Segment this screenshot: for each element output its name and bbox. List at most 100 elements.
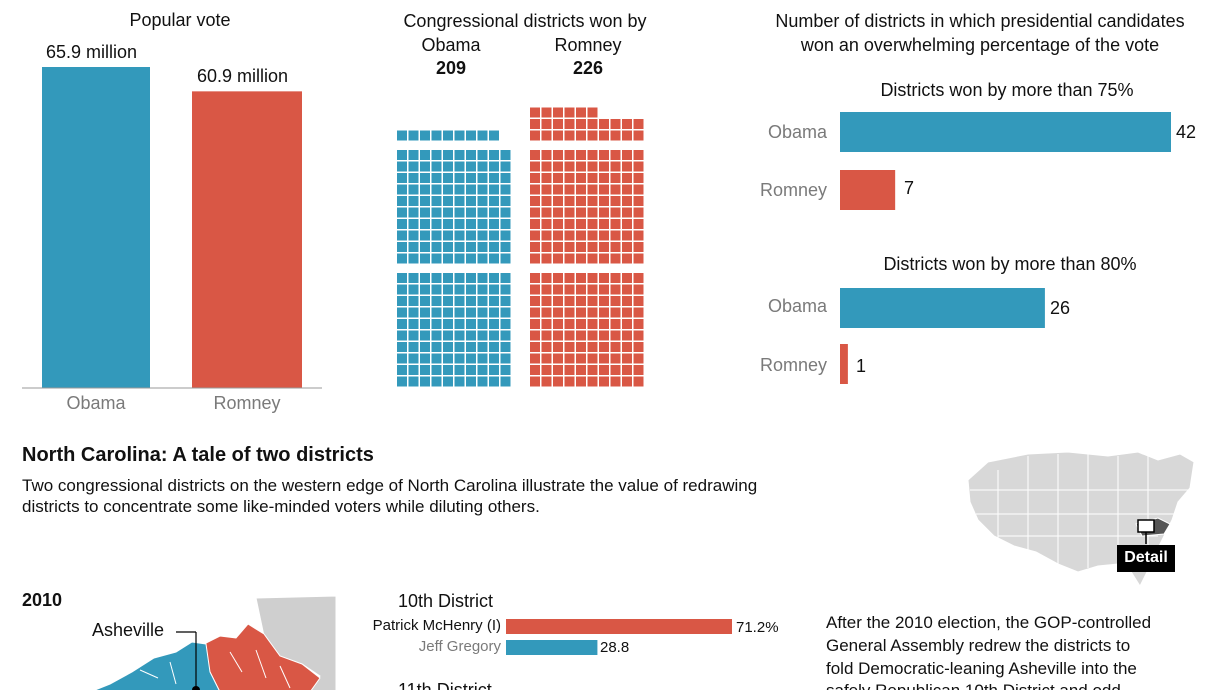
waffle-square — [500, 353, 511, 364]
waffle-square — [553, 296, 563, 306]
waffle-square — [489, 219, 499, 229]
waffle-square — [431, 196, 442, 206]
district10-title: 10th District — [398, 591, 494, 611]
waffle-square — [431, 284, 442, 295]
waffle-square — [541, 184, 552, 195]
waffle-square — [466, 273, 476, 283]
nc-text-line4: safely Republican 10th District and odd — [826, 681, 1121, 690]
waffle-square — [466, 253, 476, 264]
waffle-square — [420, 219, 430, 229]
waffle-square — [610, 230, 621, 241]
waffle-square — [587, 307, 598, 318]
waffle-square — [610, 173, 621, 183]
waffle-square — [397, 219, 407, 229]
waffle-square — [541, 342, 552, 352]
waffle-square — [420, 376, 430, 387]
waffle-square — [633, 296, 644, 306]
waffle-square — [541, 253, 552, 264]
waffle-square — [541, 119, 552, 129]
waffle-square — [610, 307, 621, 318]
waffle-square — [408, 242, 419, 252]
waffle-square — [530, 273, 540, 283]
waffle-square — [397, 230, 407, 241]
waffle-square — [622, 196, 632, 206]
romney-vote-label: 60.9 million — [197, 66, 289, 86]
waffle-square — [454, 253, 465, 264]
waffle-square — [500, 284, 511, 295]
waffle-square — [564, 319, 575, 329]
waffle-square — [397, 130, 407, 141]
waffle-square — [443, 242, 453, 252]
waffle-square — [477, 319, 488, 329]
waffle-square — [397, 161, 407, 172]
gregory-value: 28.8 — [600, 639, 630, 656]
waffle-square — [610, 150, 621, 160]
waffle-square — [576, 365, 586, 375]
waffle-square — [599, 219, 609, 229]
waffle-square — [576, 376, 586, 387]
waffle-square — [500, 296, 511, 306]
waffle-square — [576, 330, 586, 341]
waffle-square — [587, 253, 598, 264]
waffle-square — [477, 284, 488, 295]
waffle-square — [576, 130, 586, 141]
waffle-square — [576, 296, 586, 306]
waffle-square — [397, 353, 407, 364]
waffle-square — [489, 242, 499, 252]
waffle-square — [553, 219, 563, 229]
waffle-square — [576, 184, 586, 195]
group1-title: Districts won by more than 75% — [880, 80, 1134, 100]
waffle-square — [397, 307, 407, 318]
waffle-square — [443, 207, 453, 218]
waffle-square — [431, 150, 442, 160]
waffle-square — [610, 219, 621, 229]
waffle-square — [489, 196, 499, 206]
waffle-square — [599, 184, 609, 195]
waffle-square — [530, 242, 540, 252]
race-bar-gregory — [506, 640, 598, 655]
popular-vote-bar-obama — [42, 67, 150, 388]
waffle-square — [530, 330, 540, 341]
waffle-square — [500, 253, 511, 264]
waffle-square — [530, 107, 540, 118]
waffle-square — [477, 253, 488, 264]
waffle-square — [564, 307, 575, 318]
waffle-square — [500, 184, 511, 195]
overwhelming-bar-g2-obama — [840, 288, 1045, 328]
waffle-square — [397, 196, 407, 206]
waffle-square — [489, 184, 499, 195]
waffle-square — [530, 119, 540, 129]
waffle-square — [466, 353, 476, 364]
waffle-square — [489, 319, 499, 329]
waffle-square — [610, 319, 621, 329]
waffle-square — [454, 342, 465, 352]
waffle-square — [633, 273, 644, 283]
waffle-square — [477, 296, 488, 306]
waffle-square — [599, 207, 609, 218]
waffle-square — [530, 184, 540, 195]
waffle-square — [576, 161, 586, 172]
overwhelming-title-line2: won an overwhelming percentage of the vo… — [800, 35, 1160, 55]
waffle-square — [454, 284, 465, 295]
detail-label: Detail — [1124, 549, 1168, 566]
waffle-square — [454, 376, 465, 387]
waffle-square — [489, 376, 499, 387]
waffle-square — [622, 230, 632, 241]
waffle-square — [587, 184, 598, 195]
waffle-square — [454, 330, 465, 341]
waffle-square — [500, 207, 511, 218]
waffle-square — [576, 253, 586, 264]
nc-district-map — [93, 595, 337, 690]
waffle-square — [443, 342, 453, 352]
waffle-square — [431, 242, 442, 252]
waffle-square — [610, 161, 621, 172]
waffle-square — [489, 230, 499, 241]
waffle-square — [622, 365, 632, 375]
districts-romney-name: Romney — [554, 35, 622, 55]
waffle-square — [576, 230, 586, 241]
waffle-square — [622, 284, 632, 295]
waffle-square — [622, 119, 632, 129]
waffle-square — [564, 119, 575, 129]
waffle-square — [599, 130, 609, 141]
waffle-square — [443, 230, 453, 241]
